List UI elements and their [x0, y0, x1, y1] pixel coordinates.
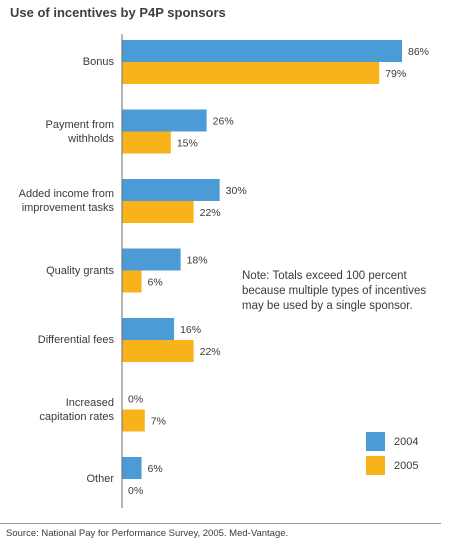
legend-item-2005: 2005 [366, 456, 418, 475]
note-line-1: Note: Totals exceed 100 percent [242, 270, 407, 282]
bar-value-label-2005-3: 6% [148, 277, 163, 289]
bar-2005-3 [122, 270, 142, 293]
bar-value-label-2005-4: 22% [200, 346, 221, 358]
bar-value-label-2004-1: 26% [213, 116, 234, 128]
bar-value-label-2005-5: 7% [151, 416, 166, 428]
category-label-line: improvement tasks [21, 202, 114, 214]
chart-note: Note: Totals exceed 100 percent because … [242, 269, 442, 314]
category-label-line: Quality grants [46, 264, 114, 277]
category-label-line: Payment from [45, 118, 114, 131]
bar-value-label-2005-0: 79% [385, 68, 406, 80]
bar-2005-0 [122, 62, 380, 84]
footer-divider [0, 523, 441, 524]
category-label-line: withholds [68, 132, 114, 145]
bars-group: 86%79% 26% 15% 30% 22% 18% 6% 16% 22% 0% 7% 6% 0% [122, 40, 429, 497]
bar-value-label-2004-3: 18% [187, 255, 208, 267]
bar-2005-4 [122, 340, 194, 362]
bar-value-label-2004-6: 6% [148, 463, 163, 475]
bar-value-label-2005-1: 15% [177, 138, 198, 150]
category-label-line: Other [86, 473, 114, 485]
category-label: Other [2, 472, 114, 486]
category-label: Increased capitation rates [2, 396, 114, 424]
category-label-line: Added income from [18, 188, 114, 200]
legend-item-2004: 2004 [366, 432, 418, 451]
category-label: Quality grants [2, 264, 114, 278]
bar-2004-6 [122, 457, 142, 479]
category-label: Added income from improvement tasks [2, 187, 114, 215]
bar-value-label-2005-2: 22% [200, 207, 221, 219]
category-label: Differential fees [2, 333, 114, 347]
note-line-2: because multiple types of incentives [242, 285, 427, 297]
bar-2005-1 [122, 131, 171, 154]
category-label: Bonus [2, 55, 114, 69]
source-note: Source: National Pay for Performance Sur… [6, 528, 289, 539]
category-label-line: Bonus [82, 56, 114, 68]
bar-value-label-2004-2: 30% [226, 185, 247, 197]
bar-value-label-2004-0: 86% [408, 46, 429, 58]
bar-value-label-2004-4: 16% [180, 324, 201, 336]
bar-2004-2 [122, 179, 220, 201]
legend-label-2004: 2004 [394, 435, 419, 448]
note-line-3: may be used by a single sponsor. [242, 300, 413, 312]
bar-2004-1 [122, 109, 207, 132]
bar-value-label-2004-5: 0% [128, 394, 143, 406]
category-label-line: Increased [65, 396, 114, 409]
legend-swatch-2004 [366, 432, 385, 451]
chart-title: Use of incentives by P4P sponsors [10, 5, 226, 20]
category-label-line: Differential fees [37, 334, 114, 346]
category-label: Payment from withholds [2, 118, 114, 146]
legend-label-2005: 2005 [394, 459, 419, 472]
bar-value-label-2005-6: 0% [128, 485, 143, 497]
bar-2005-5 [122, 409, 145, 432]
legend-swatch-2005 [366, 456, 385, 475]
bar-2004-3 [122, 248, 181, 271]
bar-2004-4 [122, 318, 175, 340]
bar-2004-0 [122, 40, 402, 62]
category-label-line: capitation rates [39, 410, 114, 423]
bar-2005-2 [122, 201, 194, 223]
